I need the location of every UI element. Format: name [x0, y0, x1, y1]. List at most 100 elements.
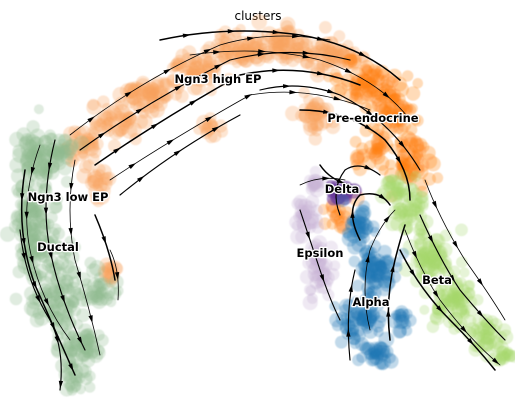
- streamline-arrow: [272, 29, 281, 35]
- cell-point: [251, 13, 267, 30]
- cell-point: [325, 119, 341, 135]
- streamline-arrow: [30, 166, 36, 175]
- cell-point: [335, 335, 348, 349]
- cell-point: [404, 104, 417, 117]
- streamline-arrow: [58, 380, 64, 389]
- streamline-arrow: [348, 284, 353, 293]
- streamline-arrow: [326, 88, 336, 94]
- cell-point: [451, 293, 466, 308]
- cell-point: [223, 72, 236, 85]
- cell-point: [98, 172, 111, 185]
- streamline-arrow: [386, 308, 391, 317]
- streamline-arrow: [344, 68, 353, 74]
- streamline-arrow: [182, 33, 191, 38]
- cell-point: [456, 256, 468, 269]
- streamline-arrow: [383, 215, 391, 223]
- streamline-arrow: [137, 175, 145, 183]
- streamline-arrow: [436, 305, 443, 313]
- cell-point: [390, 175, 405, 189]
- streamline-arrow: [272, 68, 281, 73]
- cell-point: [64, 235, 76, 248]
- streamline-arrow: [411, 250, 418, 259]
- streamline-arrow: [409, 269, 416, 278]
- cell-point: [95, 183, 111, 199]
- cell-point: [356, 148, 371, 163]
- cell-point: [0, 226, 16, 242]
- cell-point: [414, 221, 430, 236]
- streamline-arrow: [333, 184, 339, 193]
- cell-point: [432, 305, 446, 320]
- streamline-arrow: [87, 116, 95, 123]
- streamline-arrow: [476, 310, 484, 318]
- cell-point: [503, 346, 514, 357]
- cell-point: [82, 288, 96, 301]
- cell-point: [349, 227, 360, 238]
- cell-point: [464, 279, 476, 291]
- cell-point: [360, 244, 374, 258]
- cluster-label-ngn3-high-ep: Ngn3 high EP: [175, 72, 262, 86]
- streamline-arrow: [283, 84, 291, 89]
- cell-point: [305, 285, 317, 296]
- cell-point: [316, 278, 332, 295]
- streamline-arrow: [305, 231, 310, 240]
- cell-point: [329, 312, 344, 328]
- cell-point: [410, 171, 422, 183]
- cell-point: [314, 63, 325, 74]
- streamline-arrow: [476, 278, 484, 286]
- cell-point: [260, 34, 271, 46]
- streamline-arrow: [124, 91, 133, 98]
- cell-point: [308, 174, 324, 190]
- streamline-arrow: [31, 281, 37, 290]
- streamline-arrow: [432, 290, 439, 299]
- streamline-arrow: [316, 36, 325, 41]
- cell-point: [329, 301, 340, 312]
- cell-point: [347, 54, 362, 69]
- cluster-label-alpha: Alpha: [352, 295, 389, 309]
- cell-points: [0, 13, 515, 397]
- streamline-arrow: [289, 89, 298, 95]
- streamline-arrow: [452, 240, 459, 249]
- cell-point: [218, 35, 229, 46]
- cell-point: [123, 118, 135, 130]
- cell-point: [89, 260, 106, 276]
- cluster-points-beta: [374, 169, 515, 367]
- cell-point: [366, 85, 379, 98]
- cell-point: [83, 349, 94, 360]
- streamline-arrow: [302, 54, 311, 59]
- streamline-arrow: [460, 325, 468, 334]
- cell-point: [14, 209, 28, 223]
- cell-point: [324, 240, 338, 255]
- cell-point: [49, 242, 63, 255]
- cell-point: [151, 96, 164, 109]
- streamline-arrow: [395, 156, 402, 165]
- streamline: [159, 30, 401, 81]
- streamline-arrow: [228, 77, 237, 83]
- cell-point: [87, 98, 100, 111]
- cell-point: [372, 348, 384, 360]
- cell-point: [9, 157, 26, 174]
- streamline-arrow: [205, 116, 214, 122]
- cell-point: [425, 156, 441, 172]
- streamline-arrow: [316, 70, 325, 76]
- streamline-arrow: [69, 182, 74, 191]
- streamline-arrow: [322, 109, 331, 114]
- streamline-arrow: [163, 68, 172, 75]
- cell-point: [437, 288, 449, 300]
- cell-point: [38, 158, 52, 172]
- cell-point: [29, 136, 42, 149]
- streamline-arrow: [97, 132, 106, 139]
- streamline-arrow: [258, 49, 266, 54]
- cluster-label-delta: Delta: [325, 182, 360, 196]
- cell-point: [329, 208, 346, 225]
- cell-point: [33, 104, 44, 115]
- streamline-arrow: [76, 271, 81, 280]
- streamline: [299, 209, 341, 321]
- cell-point: [58, 274, 74, 290]
- streamline-arrow: [246, 36, 256, 41]
- cell-point: [93, 290, 110, 307]
- streamline-arrow: [364, 124, 373, 131]
- cell-point: [319, 21, 332, 34]
- streamline-arrow: [43, 207, 49, 216]
- streamline-arrow: [24, 211, 29, 220]
- cell-point: [87, 152, 100, 165]
